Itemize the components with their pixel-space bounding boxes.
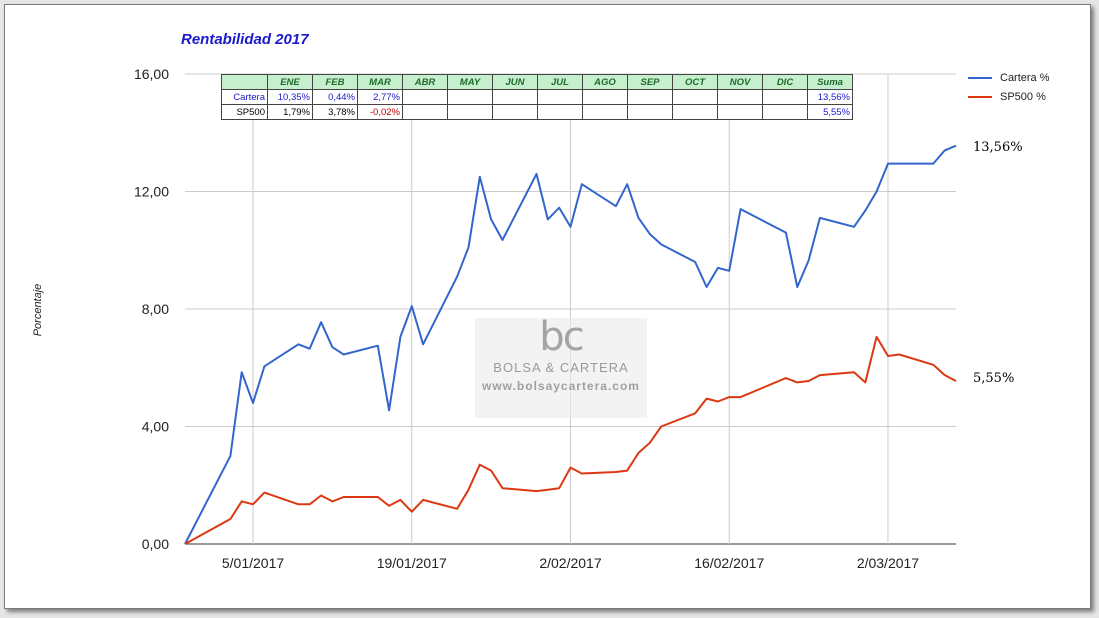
chart-title: Rentabilidad 2017 (181, 31, 309, 48)
end-label-cartera: 13,56% (973, 140, 1023, 155)
table-header-cell: DIC (762, 74, 808, 90)
table-cell (582, 104, 628, 120)
table-header-cell (221, 74, 268, 90)
table-cell: 13,56% (807, 89, 853, 105)
watermark-logo: bc (539, 314, 584, 360)
legend-label: Cartera % (1000, 72, 1050, 84)
legend-swatch (968, 77, 992, 80)
performance-table: ENE FEB MAR ABR MAY JUN JUL AGO SEP OCT … (221, 74, 853, 120)
table-header-cell: FEB (312, 74, 358, 90)
x-tick-label: 5/01/2017 (222, 555, 284, 571)
table-header-cell: SEP (627, 74, 673, 90)
table-header-cell: AGO (582, 74, 628, 90)
table-row-sp500: SP500 1,79% 3,78% -0,02% 5,55% (221, 104, 853, 120)
table-cell (402, 104, 448, 120)
y-tick-label: 0,00 (142, 536, 169, 552)
x-tick-label: 2/02/2017 (539, 555, 601, 571)
table-cell (717, 89, 763, 105)
table-header-cell: OCT (672, 74, 718, 90)
table-cell (492, 89, 538, 105)
y-tick-label: 16,00 (134, 66, 169, 82)
table-cell: -0,02% (357, 104, 403, 120)
table-cell (717, 104, 763, 120)
x-tick-label: 19/01/2017 (377, 555, 447, 571)
legend-swatch (968, 96, 992, 99)
legend-item-cartera: Cartera % (968, 72, 1050, 84)
legend-item-sp500: SP500 % (968, 91, 1046, 103)
y-tick-label: 12,00 (134, 184, 169, 200)
table-header-cell: JUN (492, 74, 538, 90)
table-cell (537, 89, 583, 105)
series-line-sp500 (184, 335, 957, 545)
watermark-url: www.bolsaycartera.com (482, 379, 640, 393)
table-header-cell: ENE (267, 74, 313, 90)
table-cell (402, 89, 448, 105)
table-cell (492, 104, 538, 120)
table-header-cell: JUL (537, 74, 583, 90)
table-header-cell: NOV (717, 74, 763, 90)
x-tick-label: 16/02/2017 (694, 555, 764, 571)
legend-label: SP500 % (1000, 91, 1046, 103)
table-cell (762, 89, 808, 105)
table-cell (672, 89, 718, 105)
table-cell (627, 104, 673, 120)
table-cell: 0,44% (312, 89, 358, 105)
y-tick-label: 8,00 (142, 301, 169, 317)
row-label: Cartera (221, 89, 268, 105)
table-cell: 3,78% (312, 104, 358, 120)
table-row-cartera: Cartera 10,35% 0,44% 2,77% 13,56% (221, 89, 853, 105)
x-tick-label: 2/03/2017 (857, 555, 919, 571)
table-cell: 10,35% (267, 89, 313, 105)
table-header-row: ENE FEB MAR ABR MAY JUN JUL AGO SEP OCT … (221, 74, 853, 90)
table-header-cell: MAR (357, 74, 403, 90)
table-cell (582, 89, 628, 105)
table-header-cell: Suma (807, 74, 853, 90)
table-header-cell: ABR (402, 74, 448, 90)
end-label-sp500: 5,55% (973, 371, 1015, 386)
series-line-cartera (184, 144, 957, 545)
table-cell (537, 104, 583, 120)
table-cell: 1,79% (267, 104, 313, 120)
table-cell: 5,55% (807, 104, 853, 120)
table-header-cell: MAY (447, 74, 493, 90)
watermark-name: BOLSA & CARTERA (493, 360, 629, 375)
table-cell (447, 89, 493, 105)
table-cell (447, 104, 493, 120)
table-cell (627, 89, 673, 105)
table-cell (762, 104, 808, 120)
y-axis-label: Porcentaje (32, 283, 44, 337)
table-cell (672, 104, 718, 120)
watermark: bc BOLSA & CARTERA www.bolsaycartera.com (475, 314, 647, 418)
row-label: SP500 (221, 104, 268, 120)
y-tick-label: 4,00 (142, 419, 169, 435)
table-cell: 2,77% (357, 89, 403, 105)
